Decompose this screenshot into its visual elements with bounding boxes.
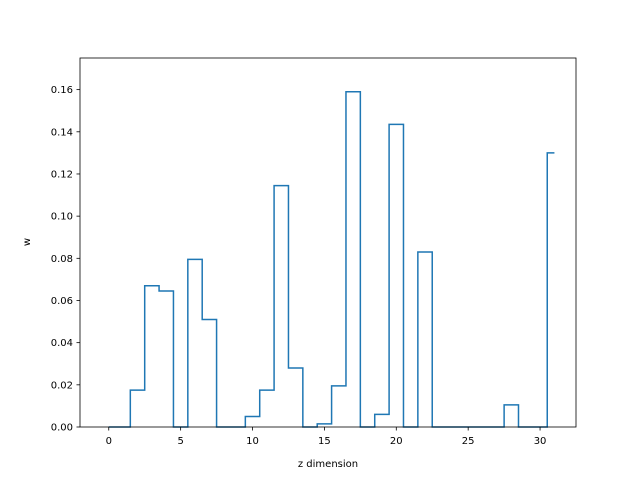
x-tick-label: 20: [390, 436, 403, 447]
y-tick-label: 0.02: [51, 380, 73, 391]
y-tick-label: 0.10: [51, 212, 73, 223]
x-axis-label: z dimension: [298, 459, 358, 470]
y-tick-label: 0.16: [51, 85, 73, 96]
x-tick-label: 10: [246, 436, 259, 447]
y-tick-label: 0.06: [51, 296, 73, 307]
x-tick-label: 0: [106, 436, 112, 447]
y-tick-label: 0.14: [51, 127, 73, 138]
x-axis: 0 5 10 15 20 25 30: [106, 427, 547, 447]
x-tick-label: 30: [534, 436, 547, 447]
y-tick-label: 0.12: [51, 169, 73, 180]
x-tick-label: 5: [177, 436, 183, 447]
plot-frame: [79, 57, 577, 428]
y-axis-label: w: [22, 238, 33, 246]
y-axis: 0.00 0.02 0.04 0.06 0.08 0.10 0.12 0.14 0.16: [51, 85, 80, 434]
x-tick-label: 25: [462, 436, 475, 447]
x-tick-label: 15: [318, 436, 331, 447]
y-tick-label: 0.08: [51, 254, 73, 265]
y-tick-label: 0.00: [51, 423, 73, 434]
y-tick-label: 0.04: [51, 338, 73, 349]
